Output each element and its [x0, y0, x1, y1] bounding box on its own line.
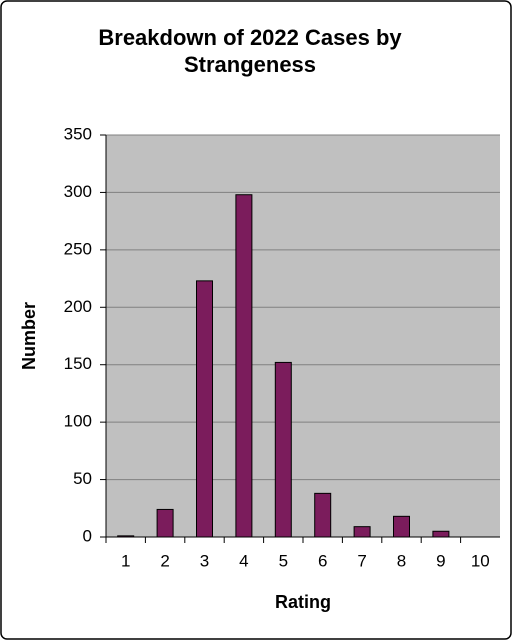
y-tick-label: 350 [64, 124, 92, 143]
bar [393, 515, 410, 538]
y-tick-label: 50 [73, 469, 92, 488]
x-tick-label: 5 [279, 551, 288, 570]
bar [235, 194, 253, 538]
bar [117, 535, 135, 538]
x-tick-label: 2 [160, 551, 169, 570]
y-tick-label: 200 [64, 297, 92, 316]
chart-title: Breakdown of 2022 Cases by Strangeness [98, 25, 402, 77]
x-tick-label: 4 [239, 551, 248, 570]
bar [274, 361, 292, 538]
x-tick-label: 1 [121, 551, 130, 570]
plot-area [106, 135, 500, 537]
y-tick-label: 0 [83, 526, 92, 545]
x-tick-label: 8 [397, 551, 406, 570]
y-tick-label: 250 [64, 239, 92, 258]
y-axis-title: Number [19, 302, 39, 370]
x-tick-label: 3 [200, 551, 209, 570]
x-tick-label: 6 [318, 551, 327, 570]
x-axis-title: Rating [275, 592, 331, 612]
y-tick-label: 100 [64, 412, 92, 431]
y-tick-label: 150 [64, 354, 92, 373]
x-tick-label: 7 [357, 551, 366, 570]
bar [314, 492, 332, 538]
y-tick-label: 300 [64, 182, 92, 201]
bar [196, 280, 213, 538]
x-tick-label: 10 [471, 551, 490, 570]
bar [156, 508, 174, 538]
bar [432, 530, 450, 538]
bar [353, 526, 371, 538]
x-tick-label: 9 [436, 551, 445, 570]
